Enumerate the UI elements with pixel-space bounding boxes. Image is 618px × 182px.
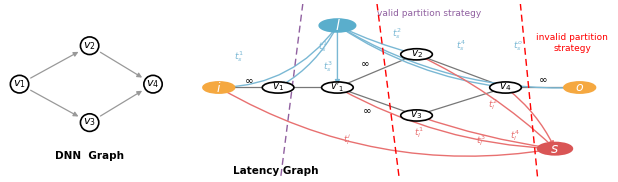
Circle shape <box>538 143 572 155</box>
Text: $\infty$: $\infty$ <box>360 58 370 68</box>
Text: $v_4$: $v_4$ <box>499 82 512 93</box>
Text: $t_s^1$: $t_s^1$ <box>318 39 328 54</box>
Circle shape <box>80 114 99 131</box>
Text: $v_1$: $v_1$ <box>13 78 26 90</box>
Circle shape <box>564 82 596 93</box>
Circle shape <box>262 82 294 93</box>
Text: $v_4$: $v_4$ <box>146 78 159 90</box>
Text: $\infty$: $\infty$ <box>362 105 372 115</box>
Circle shape <box>11 75 28 93</box>
Text: $t_l^2$: $t_l^2$ <box>488 98 498 112</box>
Text: $t_s^4$: $t_s^4$ <box>456 39 466 54</box>
Text: $s$: $s$ <box>551 142 559 156</box>
Text: $v_3$: $v_3$ <box>410 110 423 121</box>
Text: $v_2$: $v_2$ <box>410 48 423 60</box>
Circle shape <box>320 19 355 32</box>
Text: $t_l^i$: $t_l^i$ <box>344 132 351 147</box>
Circle shape <box>400 49 433 60</box>
Text: $v_1$: $v_1$ <box>272 82 284 93</box>
Text: $v_3$: $v_3$ <box>83 117 96 128</box>
Text: $t_s^2$: $t_s^2$ <box>392 26 402 41</box>
Text: $l$: $l$ <box>334 18 341 33</box>
Circle shape <box>321 82 353 93</box>
Text: valid partition strategy: valid partition strategy <box>377 9 481 18</box>
Text: $\infty$: $\infty$ <box>538 74 548 84</box>
Circle shape <box>400 110 433 121</box>
Circle shape <box>144 75 162 93</box>
Text: $t_s^3$: $t_s^3$ <box>323 59 332 74</box>
Text: $i$: $i$ <box>216 80 221 94</box>
Circle shape <box>489 82 522 93</box>
Text: $t_l^1$: $t_l^1$ <box>414 125 424 140</box>
Text: DNN  Graph: DNN Graph <box>55 151 124 161</box>
Text: $v_2$: $v_2$ <box>83 40 96 52</box>
Text: $o$: $o$ <box>575 81 584 94</box>
Circle shape <box>203 82 235 93</box>
Text: $\infty$: $\infty$ <box>243 75 253 85</box>
Circle shape <box>80 37 99 55</box>
Text: $v'_1$: $v'_1$ <box>331 81 344 94</box>
Text: $t_l^3$: $t_l^3$ <box>476 133 486 148</box>
Text: invalid partition
strategy: invalid partition strategy <box>536 33 608 53</box>
Text: $t_s^o$: $t_s^o$ <box>513 39 523 53</box>
Text: Latency Graph: Latency Graph <box>233 166 318 176</box>
Text: $t_s^1$: $t_s^1$ <box>234 49 243 64</box>
Text: $t_l^4$: $t_l^4$ <box>510 128 520 143</box>
